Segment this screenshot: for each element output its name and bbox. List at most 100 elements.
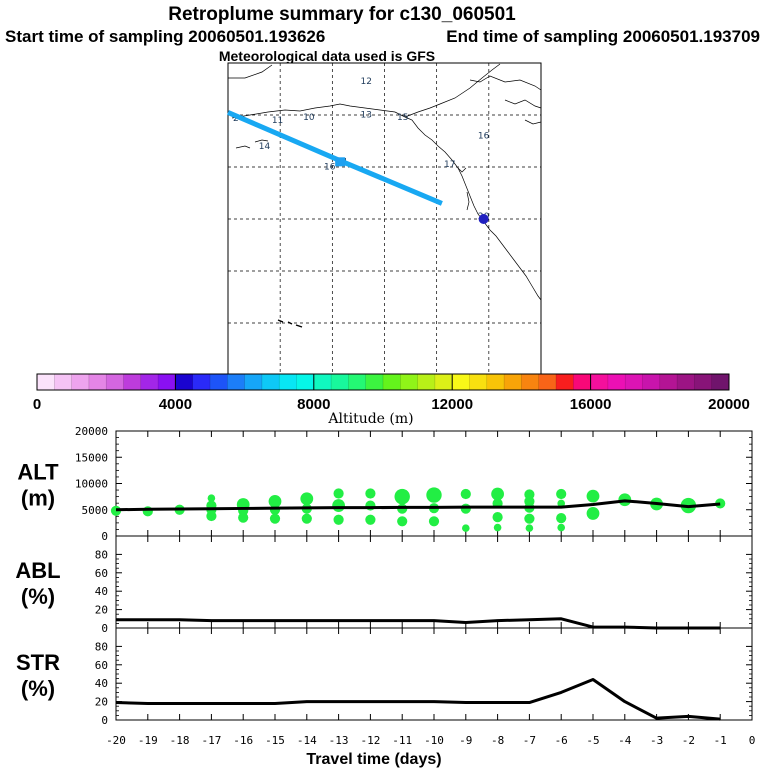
altitude-point: [268, 494, 282, 508]
colorbar-cell: [210, 374, 228, 390]
altitude-point: [715, 498, 726, 509]
colorbar-cell: [434, 374, 453, 390]
y-tick-label: 0: [101, 530, 108, 543]
day-label: 15: [397, 113, 408, 123]
x-tick-label: -12: [360, 734, 380, 747]
altitude-point: [556, 513, 567, 524]
panel-abl: 0 20 40 60 80 ABL(%): [15, 535, 753, 635]
altitude-point: [206, 510, 217, 522]
x-tick-label: -6: [555, 734, 568, 747]
day-label: 11: [272, 116, 283, 126]
colorbar-cell: [711, 374, 730, 390]
colorbar-cell: [279, 374, 297, 390]
map-panel: 2111012131514161161720: [227, 62, 542, 376]
y-tick-label: 20000: [75, 425, 108, 438]
y-tick-label: 5000: [82, 504, 109, 517]
day-label: 2: [233, 114, 239, 124]
y-tick-label: 10000: [75, 478, 108, 491]
day-label: 12: [361, 77, 372, 87]
panel-frame: [115, 627, 753, 721]
colorbar-cell: [504, 374, 522, 390]
altitude-point: [207, 494, 216, 503]
panel-label: ABL: [15, 558, 60, 583]
x-axis-title: Travel time (days): [306, 751, 441, 768]
colorbar-cell: [175, 374, 194, 390]
colorbar-title: Altitude (m): [327, 411, 413, 427]
x-tick-label: -1: [714, 734, 727, 747]
day-label: 14: [259, 142, 271, 152]
colorbar-cell: [261, 374, 280, 390]
colorbar-cell: [452, 374, 470, 390]
altitude-point: [238, 512, 249, 523]
colorbar-cell: [227, 374, 245, 390]
altitude-point: [300, 492, 314, 506]
colorbar-tick-label: 8000: [297, 396, 330, 413]
x-tick-label: -17: [201, 734, 221, 747]
colorbar-cell: [313, 374, 332, 390]
mean-altitude-line: [115, 499, 721, 512]
altitude-point: [394, 488, 410, 505]
colorbar-tick-label: 16000: [570, 396, 612, 413]
colorbar-cell: [521, 374, 540, 390]
altitude-point: [333, 514, 344, 525]
y-tick-label: 60: [95, 659, 108, 672]
colorbar-cell: [192, 374, 211, 390]
colorbar-cell: [556, 374, 574, 390]
y-tick-label: 40: [95, 677, 108, 690]
colorbar-cell: [244, 374, 263, 390]
x-tick-label: -10: [424, 734, 444, 747]
x-tick-label: -3: [650, 734, 663, 747]
altitude-point: [556, 488, 567, 500]
altitude-point: [586, 489, 600, 503]
day-label: 10: [303, 113, 315, 123]
altitude-point: [397, 516, 408, 527]
colorbar-cell: [659, 374, 678, 390]
colorbar-tick-label: 20000: [708, 396, 750, 413]
y-tick-label: 40: [95, 585, 108, 598]
receptor-marker: [335, 157, 346, 167]
colorbar-cell: [607, 374, 626, 390]
altitude-colorbar: 0 4000 8000 12000 16000 20000 Altitude (m): [33, 373, 750, 427]
colorbar-cell: [677, 374, 695, 390]
altitude-point: [586, 507, 600, 520]
altitude-point: [524, 513, 535, 524]
altitude-point: [460, 488, 471, 500]
colorbar-cell: [37, 374, 55, 390]
colorbar-cell: [88, 374, 107, 390]
y-tick-label: 0: [101, 622, 108, 635]
x-tick-label: -19: [138, 734, 158, 747]
altitude-point: [365, 488, 376, 499]
altitude-point: [492, 511, 503, 523]
panel-label: ALT: [17, 460, 59, 485]
colorbar-cell: [590, 374, 609, 390]
altitude-point: [493, 523, 502, 532]
colorbar-cell: [573, 374, 591, 390]
day-label: 16: [324, 163, 336, 173]
time-series-panels: 05000100001500020000ALT(m)020406080ABL(%…: [15, 425, 755, 768]
altitude-point: [557, 499, 565, 508]
altitude-point: [332, 499, 345, 512]
x-tick-label: -5: [586, 734, 599, 747]
str-series-line: [115, 678, 721, 721]
colorbar-cell: [331, 374, 349, 390]
colorbar-cell: [123, 374, 142, 390]
x-tick-label: -16: [233, 734, 253, 747]
x-tick-label: -14: [297, 734, 317, 747]
colorbar-cell: [71, 374, 90, 390]
panel-frame: [115, 535, 753, 629]
altitude-point: [365, 514, 376, 525]
x-tick-label: -2: [682, 734, 695, 747]
colorbar-frame: [36, 373, 730, 391]
altitude-point: [426, 487, 442, 503]
y-tick-label: 20: [95, 696, 108, 709]
panel-label: STR: [16, 650, 60, 675]
colorbar-cell: [106, 374, 124, 390]
colorbar-cell: [158, 374, 176, 390]
colorbar-cell: [538, 374, 557, 390]
coastline: [228, 63, 542, 328]
colorbar-cell: [348, 374, 367, 390]
colorbar-cell: [383, 374, 401, 390]
map-grid: [228, 63, 541, 375]
met-data-label: Meteorological data used is GFS: [219, 48, 435, 64]
altitude-point: [301, 513, 312, 524]
